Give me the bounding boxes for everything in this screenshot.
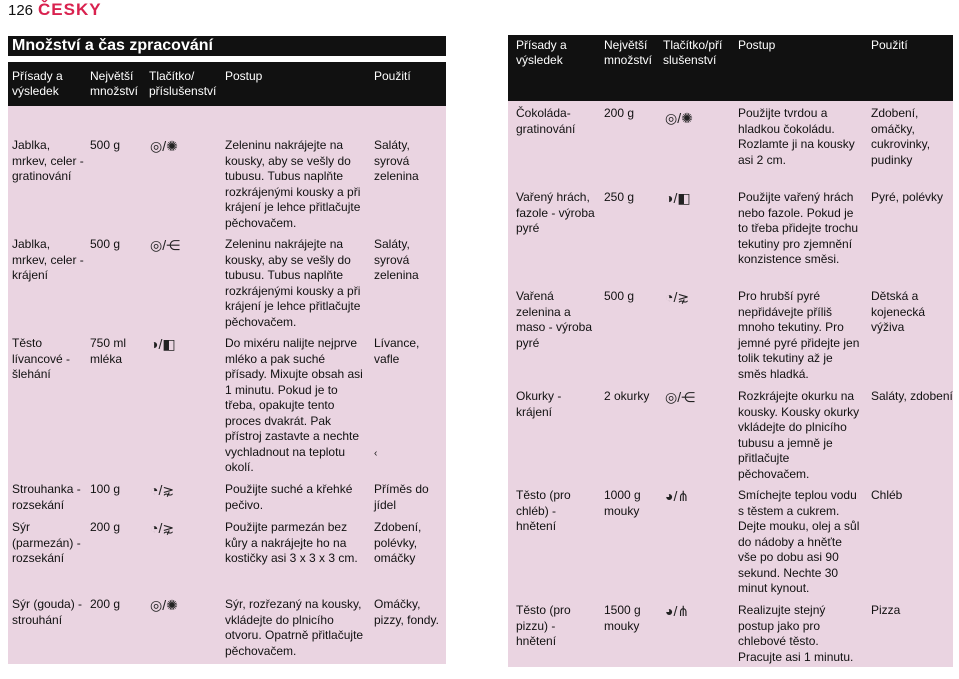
- stray-mark: ‹: [374, 448, 378, 459]
- right-row-3-item: Vařená zelenina a maso - výroba pyré: [516, 289, 593, 350]
- right-table-body: [508, 101, 953, 667]
- right-table-header: Přísady a výsledek Největší množství Tla…: [508, 35, 953, 101]
- grater-disc-icon: ◎/✺: [150, 138, 178, 154]
- left-row-6-use: Omáčky, pizzy, fondy.: [374, 597, 439, 627]
- grater-disc-icon: ◎/✺: [665, 110, 693, 126]
- left-row-4-qty: 100 g: [90, 482, 121, 496]
- blender-icon: ◑/◧: [665, 190, 691, 206]
- dough-hook-icon: ◕/⋔: [665, 488, 690, 504]
- blender-icon: ◑/◧: [150, 336, 176, 352]
- chopper-blade-icon: ◔/⋧: [150, 520, 175, 536]
- right-row-4-steps: Rozkrájejte okurku na kousky. Kousky oku…: [738, 389, 860, 481]
- right-row-6-steps: Realizujte stejný postup jako pro chlebo…: [738, 603, 854, 664]
- right-row-1-use: Zdobení, omáčky, cukrovinky, pudinky: [871, 106, 931, 167]
- right-row-3-use: Dětská a kojenecká výživa: [871, 289, 926, 334]
- section-title: Množství a čas zpracování: [8, 36, 446, 56]
- header-max-quantity: Největší množství: [604, 38, 653, 67]
- left-row-4-item: Strouhanka - rozsekání: [12, 482, 81, 512]
- right-row-2-qty: 250 g: [604, 190, 635, 204]
- header-button-accessory: Tlačítko/ příslušenství: [149, 69, 217, 98]
- left-row-2-steps: Zeleninu nakrájejte na kousky, aby se ve…: [225, 237, 361, 329]
- chopper-blade-icon: ◔/⋧: [665, 289, 690, 305]
- left-row-3-use: Lívance, vafle: [374, 336, 420, 366]
- chopper-blade-icon: ◔/⋧: [150, 482, 175, 498]
- slicing-disc-icon: ◎/⋲: [150, 237, 181, 253]
- right-row-5-use: Chléb: [871, 488, 903, 502]
- right-row-5-steps: Smíchejte teplou vodu s těstem a cukrem.…: [738, 488, 860, 595]
- right-row-4-item: Okurky - krájení: [516, 389, 562, 419]
- left-row-2-use: Saláty, syrová zelenina: [374, 237, 419, 282]
- left-table-header: Přísady a výsledek Největší množství Tla…: [8, 62, 446, 106]
- left-row-1-qty: 500 g: [90, 138, 121, 152]
- left-row-6-item: Sýr (gouda) - strouhání: [12, 597, 83, 627]
- right-row-1-qty: 200 g: [604, 106, 635, 120]
- header-button-accessory: Tlačítko/pří slušenství: [663, 38, 723, 67]
- left-table-body: [8, 106, 446, 664]
- right-row-4-qty: 2 okurky: [604, 389, 650, 403]
- dough-hook-icon: ◕/⋔: [665, 603, 690, 619]
- left-row-5-item: Sýr (parmezán) - rozsekání: [12, 520, 81, 565]
- left-row-2-item: Jablka, mrkev, celer - krájení: [12, 237, 84, 282]
- right-row-1-item: Čokoláda-gratinování: [516, 106, 576, 136]
- header-ingredients: Přísady a výsledek: [12, 69, 63, 98]
- header-procedure: Postup: [738, 38, 776, 52]
- header-procedure: Postup: [225, 69, 263, 83]
- slicing-disc-icon: ◎/⋲: [665, 389, 696, 405]
- left-row-3-qty: 750 ml mléka: [90, 336, 127, 366]
- right-row-6-qty: 1500 g mouky: [604, 603, 641, 633]
- left-row-6-qty: 200 g: [90, 597, 121, 611]
- right-row-2-use: Pyré, polévky: [871, 190, 944, 204]
- right-row-4-use: Saláty, zdobení: [871, 389, 953, 403]
- right-row-6-use: Pizza: [871, 603, 901, 617]
- left-row-1-steps: Zeleninu nakrájejte na kousky, aby se ve…: [225, 138, 361, 230]
- left-row-4-steps: Použijte suché a křehké pečivo.: [225, 482, 353, 512]
- header-ingredients: Přísady a výsledek: [516, 38, 567, 67]
- right-row-6-item: Těsto (pro pizzu) - hnětení: [516, 603, 571, 648]
- left-row-6-steps: Sýr, rozřezaný na kousky, vkládejte do p…: [225, 597, 364, 658]
- left-row-5-steps: Použijte parmezán bez kůry a nakrájejte …: [225, 520, 358, 565]
- header-usage: Použití: [374, 69, 411, 83]
- grater-disc-icon: ◎/✺: [150, 597, 178, 613]
- header-max-quantity: Největší množství: [90, 69, 139, 98]
- right-row-5-qty: 1000 g mouky: [604, 488, 641, 518]
- right-row-5-item: Těsto (pro chléb) - hnětení: [516, 488, 571, 533]
- left-row-5-qty: 200 g: [90, 520, 121, 534]
- left-row-3-item: Těsto lívancové - šlehání: [12, 336, 71, 381]
- right-row-2-steps: Použijte vařený hrách nebo fazole. Pokud…: [738, 190, 859, 266]
- right-row-3-qty: 500 g: [604, 289, 635, 303]
- left-row-5-use: Zdobení, polévky, omáčky: [374, 520, 422, 565]
- left-row-4-use: Příměs do jídel: [374, 482, 429, 512]
- header-usage: Použití: [871, 38, 908, 52]
- page-number: 126: [8, 2, 34, 19]
- right-row-1-steps: Použijte tvrdou a hladkou čokoládu. Rozl…: [738, 106, 855, 167]
- right-row-3-steps: Pro hrubší pyré nepřidávejte příliš mnoh…: [738, 289, 860, 381]
- left-row-2-qty: 500 g: [90, 237, 121, 251]
- language-heading: ČESKY: [38, 0, 102, 19]
- right-row-2-item: Vařený hrách, fazole - výroba pyré: [516, 190, 595, 235]
- left-row-1-use: Saláty, syrová zelenina: [374, 138, 419, 183]
- left-row-3-steps: Do mixéru nalijte nejprve mléko a pak su…: [225, 336, 363, 474]
- left-row-1-item: Jablka, mrkev, celer - gratinování: [12, 138, 84, 183]
